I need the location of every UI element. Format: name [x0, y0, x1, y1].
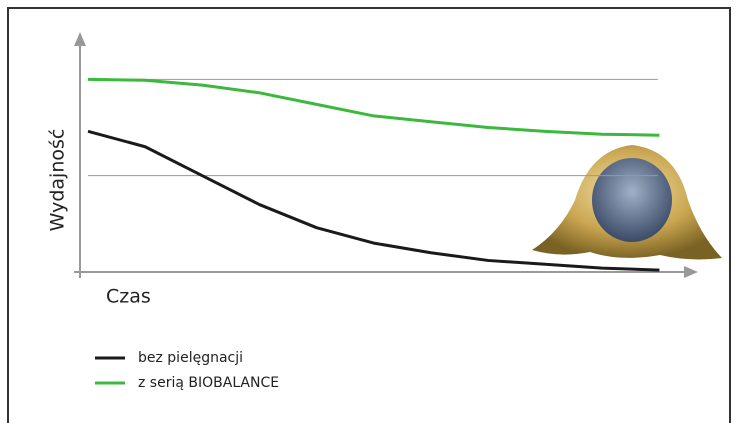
series-line [87, 77, 660, 137]
y-axis-arrow [74, 32, 86, 46]
x-axis-arrow [684, 266, 698, 278]
y-axis-label: Wydajność [47, 129, 69, 232]
series-line [87, 129, 660, 272]
coin [532, 145, 722, 260]
legend-label: bez pielęgnacji [138, 350, 243, 366]
x-axis-label: Czas [106, 286, 151, 308]
frame [7, 7, 731, 423]
legend-label: z serią BIOBALANCE [138, 375, 279, 391]
